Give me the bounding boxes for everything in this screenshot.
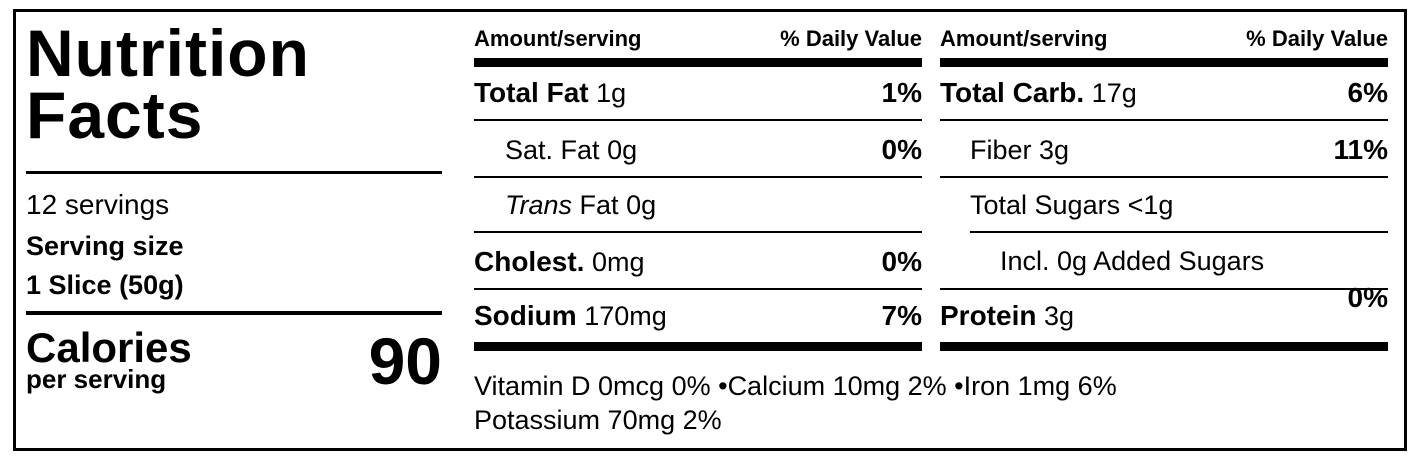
divider — [940, 119, 1388, 121]
nutrient-dv: 6% — [1347, 77, 1388, 108]
serving-size: 1 Slice (50g) — [26, 270, 184, 300]
nutrient: Incl. 0g Added Sugars — [1000, 248, 1264, 275]
header-amount: Amount/serving — [940, 26, 1108, 51]
header-amount: Amount/serving — [474, 26, 642, 51]
nutrient-name: Total Fat — [474, 77, 589, 108]
nutrient: Total Sugars <1g — [970, 192, 1173, 219]
nutrient-name: Incl. 0g Added Sugars — [1000, 246, 1265, 276]
nutrient-dv: 0% — [881, 134, 922, 165]
nutrient-amount: 3g — [1039, 135, 1070, 165]
divider — [474, 176, 922, 178]
nutrient-amount: 170mg — [584, 301, 667, 331]
divider — [26, 171, 442, 174]
nutrient: Fiber 3g — [970, 137, 1069, 164]
nutrient: Total Fat 1g — [474, 79, 626, 107]
nutrient-dv: 1% — [881, 77, 922, 108]
nutrient-amount: 17g — [1091, 78, 1137, 108]
divider — [474, 288, 922, 290]
title: Nutrition Facts — [26, 16, 310, 152]
divider — [474, 119, 922, 121]
nutrient-name: Fiber — [970, 135, 1032, 165]
divider — [940, 176, 1388, 178]
nutrient-amount: <1g — [1127, 190, 1174, 220]
nutrient-amount: 3g — [1043, 301, 1075, 331]
nutrient: Protein 3g — [940, 302, 1074, 330]
nutrient-dv: 11% — [1333, 134, 1389, 165]
nutrient-name: Cholest. — [474, 246, 585, 277]
divider — [474, 231, 922, 233]
nutrient-amount: 1g — [596, 78, 627, 108]
nutrient-name: Sat. Fat — [505, 135, 600, 165]
calories-value: 90 — [368, 324, 442, 398]
divider — [940, 288, 1388, 290]
divider — [26, 311, 442, 315]
nutrient-name: Sodium — [474, 300, 577, 331]
nutrient: Total Carb. 17g — [940, 79, 1137, 107]
nutrient-amount: 0g — [607, 135, 638, 165]
micronutrient: Potassium 70mg 2% — [474, 405, 722, 435]
label-border — [13, 9, 1407, 451]
calories-sub: per serving — [26, 364, 167, 394]
divider — [940, 342, 1388, 351]
micronutrient: Calcium 10mg 2% — [711, 371, 947, 401]
divider — [474, 342, 922, 351]
nutrient-name-italic: Trans — [505, 190, 573, 220]
nutrient: Cholest. 0mg — [474, 248, 645, 276]
micronutrient: Iron 1mg 6% — [947, 371, 1117, 401]
nutrient-name: Protein — [940, 300, 1037, 331]
calories-label: Calories — [26, 324, 192, 371]
nutrient-amount: 0g — [626, 190, 657, 220]
serving-size-label: Serving size — [26, 231, 184, 261]
header-dv: % Daily Value — [1246, 26, 1388, 51]
nutrient-dv: 0% — [1347, 282, 1388, 313]
nutrient: Sodium 170mg — [474, 302, 667, 330]
nutrient-name: Fat — [579, 190, 619, 220]
servings: 12 servings — [26, 189, 170, 220]
nutrient: Sat. Fat 0g — [505, 137, 637, 164]
divider — [474, 58, 922, 67]
divider — [970, 231, 1388, 233]
micronutrients: Vitamin D 0mcg 0%Calcium 10mg 2%Iron 1mg… — [474, 369, 1354, 437]
nutrient-dv: 7% — [881, 300, 922, 331]
divider — [940, 58, 1388, 67]
nutrient-dv: 0% — [881, 246, 922, 277]
nutrient-name: Total Carb. — [940, 77, 1085, 108]
micronutrient: Vitamin D 0mcg 0% — [474, 371, 711, 401]
header-dv: % Daily Value — [780, 26, 922, 51]
nutrient: Trans Fat 0g — [505, 192, 656, 219]
nutrient-name: Total Sugars — [970, 190, 1121, 220]
nutrient-amount: 0mg — [591, 247, 645, 277]
